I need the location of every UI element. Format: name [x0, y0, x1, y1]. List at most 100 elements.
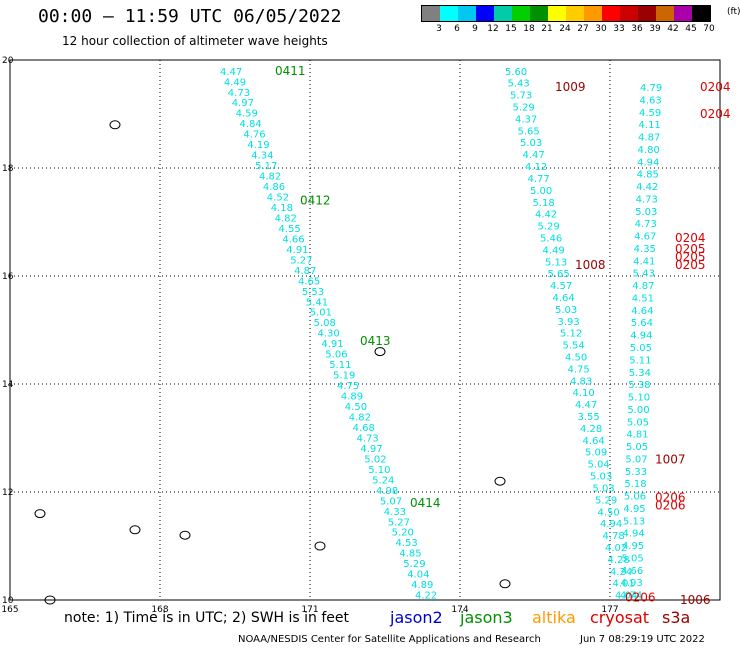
- wave-height-value: 4.42: [535, 210, 557, 221]
- wave-height-value: 4.85: [399, 549, 421, 560]
- wave-height-value: 4.87: [294, 266, 316, 277]
- wave-height-value: 5.20: [392, 528, 414, 539]
- wave-height-value: 5.54: [563, 341, 585, 352]
- track-id-label: 0206: [655, 490, 686, 504]
- legend-swatch: [692, 6, 710, 21]
- wave-height-value: 4.55: [279, 224, 301, 235]
- wave-height-value: 4.59: [236, 109, 258, 120]
- wave-height-value: 4.80: [638, 145, 660, 156]
- wave-height-value: 5.53: [302, 287, 324, 298]
- wave-height-value: 5.10: [628, 393, 650, 404]
- wave-height-value: 5.09: [585, 448, 607, 459]
- wave-height-value: 5.05: [621, 553, 643, 564]
- legend-label: 24: [559, 24, 571, 34]
- wave-height-value: 5.65: [548, 269, 570, 280]
- wave-height-value: 5.03: [593, 483, 615, 494]
- wave-height-value: 4.82: [275, 213, 297, 224]
- wave-height-value: 5.01: [310, 308, 332, 319]
- track-id-label: 0206: [625, 590, 656, 604]
- wave-height-value: 4.12: [525, 162, 547, 173]
- wave-height-value: 4.94: [622, 529, 644, 540]
- wave-height-value: 5.13: [623, 516, 645, 527]
- track-id-label: 0412: [300, 193, 331, 207]
- track-id-label: 0413: [360, 334, 391, 348]
- wave-height-value: 4.47: [220, 67, 242, 78]
- legend-swatch: [458, 6, 476, 21]
- island-outline: [179, 530, 191, 540]
- wave-height-value: 4.65: [298, 276, 320, 287]
- wave-height-value: 4.02: [605, 543, 627, 554]
- wave-height-value: 4.74: [620, 591, 642, 602]
- lon-tick-label: 177: [601, 605, 618, 615]
- wave-height-value: 4.04: [407, 570, 429, 581]
- wave-height-value: 4.10: [573, 388, 595, 399]
- wave-height-value: 5.29: [595, 495, 617, 506]
- legend-swatch: [584, 6, 602, 21]
- wave-height-value: 4.68: [353, 423, 375, 434]
- legend-color-bar: [421, 5, 711, 22]
- mission-label: jason3: [460, 608, 513, 627]
- wave-height-value: 4.64: [553, 293, 575, 304]
- wave-height-value: 4.41: [633, 256, 655, 267]
- wave-height-value: 4.50: [598, 507, 620, 518]
- wave-height-value: 4.47: [575, 400, 597, 411]
- wave-height-value: 4.91: [321, 339, 343, 350]
- wave-height-value: 5.00: [530, 186, 552, 197]
- wave-height-value: 4.73: [636, 194, 658, 205]
- wave-height-value: 4.66: [621, 566, 643, 577]
- legend-label: 30: [595, 24, 607, 34]
- track-id-label: 0411: [275, 64, 306, 78]
- track-id-label: 0414: [410, 496, 441, 510]
- wave-height-value: 5.19: [333, 371, 355, 382]
- wave-height-value: 5.02: [364, 454, 386, 465]
- wave-height-value: 5.10: [368, 465, 390, 476]
- track-id-label: 0205: [675, 242, 706, 256]
- track-id-label: 0205: [675, 250, 706, 264]
- wave-height-value: 4.37: [515, 114, 537, 125]
- page-title: 00:00 – 11:59 UTC 06/05/2022: [38, 6, 342, 27]
- legend-swatch: [674, 6, 692, 21]
- mission-label: jason2: [390, 608, 443, 627]
- wave-height-value: 4.52: [267, 193, 289, 204]
- wave-height-value: 5.34: [629, 368, 651, 379]
- legend-swatch: [602, 6, 620, 21]
- page-subtitle: 12 hour collection of altimeter wave hei…: [62, 34, 328, 48]
- wave-height-value: 5.43: [508, 79, 530, 90]
- mission-label: cryosat: [590, 608, 650, 627]
- wave-height-value: 4.95: [623, 504, 645, 515]
- wave-height-value: 5.18: [533, 198, 555, 209]
- legend-labels: 3 6 9 12 15 18 21 24 27 30 33 36 39 42 45 70: [421, 22, 715, 36]
- wave-height-value: 5.03: [520, 138, 542, 149]
- wave-height-value: 4.24: [610, 567, 632, 578]
- wave-height-value: 4.91: [286, 245, 308, 256]
- track-id-label: 0205: [675, 258, 706, 272]
- wave-height-value: 4.04: [615, 591, 637, 602]
- lat-tick-label: 10: [2, 596, 14, 606]
- wave-height-value: 5.29: [513, 103, 535, 114]
- legend-swatch: [566, 6, 584, 21]
- wave-height-value: 4.22: [415, 591, 437, 602]
- credit-text: NOAA/NESDIS Center for Satellite Applica…: [238, 634, 541, 645]
- mission-label: altika: [532, 608, 576, 627]
- wave-height-value: 5.41: [306, 297, 328, 308]
- legend-swatch: [440, 6, 458, 21]
- track-id-label: 0204: [675, 231, 706, 245]
- wave-height-value: 4.18: [271, 203, 293, 214]
- wave-height-value: 5.27: [388, 517, 410, 528]
- track-id-label: 1009: [555, 80, 586, 94]
- track-id-label: 1008: [575, 258, 606, 272]
- wave-height-value: 4.57: [550, 281, 572, 292]
- wave-height-value: 4.63: [640, 95, 662, 106]
- wave-height-value: 4.11: [639, 120, 661, 131]
- island-outline: [44, 595, 56, 605]
- legend-label: 15: [505, 24, 517, 34]
- wave-height-value: 5.17: [255, 161, 277, 172]
- legend-label: 42: [667, 24, 679, 34]
- wave-height-value: 4.94: [630, 331, 652, 342]
- wave-height-value: 4.75: [337, 381, 359, 392]
- lon-tick-label: 171: [301, 605, 318, 615]
- wave-height-value: 4.50: [345, 402, 367, 413]
- island-outline: [314, 541, 326, 551]
- wave-height-value: 5.11: [329, 360, 351, 371]
- island-outline: [34, 509, 46, 519]
